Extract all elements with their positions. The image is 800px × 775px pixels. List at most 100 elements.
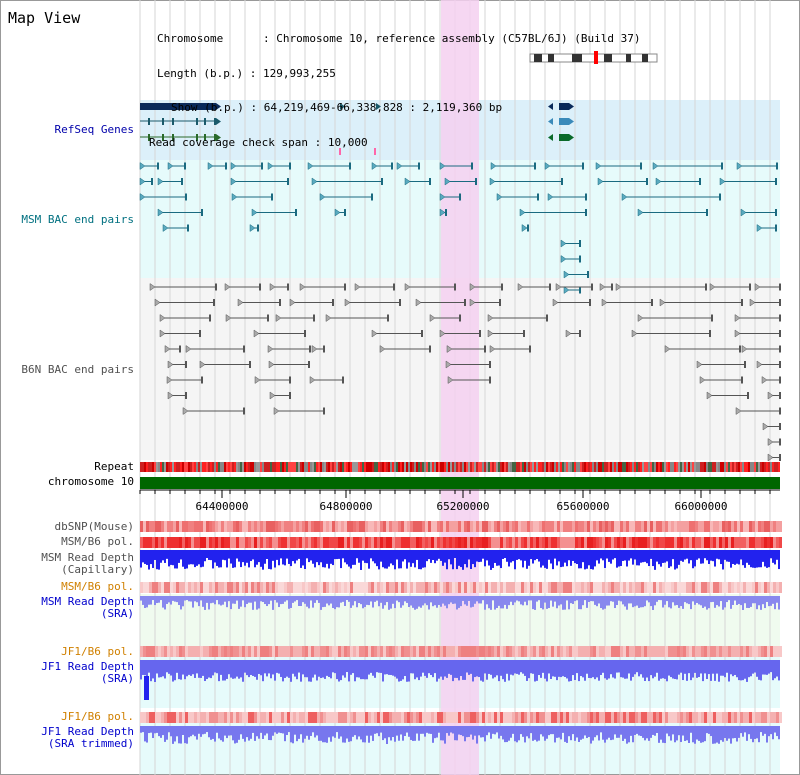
heat-cell [707, 521, 710, 532]
heat-cell [752, 712, 755, 723]
heat-cell [374, 521, 377, 532]
depth-bar [354, 726, 356, 736]
repeat-segment [178, 462, 180, 472]
heat-cell [386, 582, 389, 593]
heat-cell [569, 521, 572, 532]
depth-bar [370, 660, 372, 673]
msm-bac-end [439, 162, 446, 170]
heat-cell [764, 521, 767, 532]
depth-bar [660, 726, 662, 740]
heat-cell [272, 521, 275, 532]
heat-cell [218, 712, 221, 723]
depth-bar [538, 726, 540, 741]
heat-cell [632, 521, 635, 532]
b6n-bac-end [269, 283, 276, 291]
depth-bar [366, 550, 368, 564]
msm-bac-end [444, 177, 451, 186]
depth-bar [434, 660, 436, 674]
depth-bar [426, 550, 428, 562]
repeat-segment [440, 462, 442, 472]
heat-cell [506, 646, 509, 657]
heat-cell [314, 646, 317, 657]
heat-cell [683, 521, 686, 532]
heat-cell [533, 521, 536, 532]
depth-bar [702, 550, 704, 564]
heat-cell [440, 582, 443, 593]
b6n-bac-end [182, 407, 189, 415]
heat-cell [311, 537, 314, 548]
track-label-msm-bac[interactable]: MSM BAC end pairs [21, 213, 134, 226]
depth-bar [240, 660, 242, 678]
msm-bac-end [311, 177, 318, 186]
depth-bar [182, 660, 184, 675]
depth-bar [420, 596, 422, 608]
depth-bar [238, 726, 240, 740]
depth-bar [390, 660, 392, 675]
track-label-refseq-genes[interactable]: RefSeq Genes [54, 123, 134, 136]
depth-bar [488, 550, 490, 566]
depth-bar [526, 660, 528, 681]
msm-bac-end [534, 162, 536, 170]
depth-bar [256, 726, 258, 737]
depth-bar [632, 726, 634, 743]
depth-bar [146, 660, 148, 678]
heat-cell [188, 712, 191, 723]
depth-bar [702, 726, 704, 743]
depth-bar [578, 550, 580, 569]
repeat-segment [776, 462, 778, 472]
repeat-segment [214, 462, 216, 472]
depth-bar [226, 726, 228, 739]
heat-cell [440, 646, 443, 657]
b6n-bac-end [215, 283, 217, 291]
heat-cell [233, 537, 236, 548]
repeat-segment [322, 462, 324, 472]
depth-bar [560, 596, 562, 605]
repeat-segment [280, 462, 282, 472]
depth-bar [716, 550, 718, 559]
repeat-segment [746, 462, 748, 472]
heat-cell [644, 646, 647, 657]
depth-bar [394, 550, 396, 570]
heat-cell [488, 712, 491, 723]
depth-bar [772, 660, 774, 681]
heat-cell [206, 521, 209, 532]
depth-bar [300, 660, 302, 682]
depth-bar [194, 726, 196, 737]
heat-cell [548, 537, 551, 548]
depth-bar [444, 596, 446, 606]
repeat-segment [614, 462, 616, 472]
depth-bar [406, 660, 408, 682]
b6n-bac-end [779, 438, 781, 446]
depth-bar [144, 550, 146, 564]
repeat-segment [204, 462, 206, 472]
depth-bar [736, 596, 738, 605]
heat-cell [518, 646, 521, 657]
heat-cell [716, 582, 719, 593]
depth-bar [412, 726, 414, 741]
heat-cell [170, 712, 173, 723]
heat-cell [548, 712, 551, 723]
repeat-segment [156, 462, 158, 472]
repeat-segment [658, 462, 660, 472]
heat-cell [398, 646, 401, 657]
track-label-b6n-bac[interactable]: B6N BAC end pairs [21, 363, 134, 376]
repeat-segment [476, 462, 478, 472]
heat-cell [743, 537, 746, 548]
depth-bar [580, 726, 582, 740]
heat-cell [497, 582, 500, 593]
repeat-segment [640, 462, 642, 472]
heat-cell [230, 646, 233, 657]
depth-bar [546, 596, 548, 609]
heat-cell [323, 582, 326, 593]
depth-bar [172, 596, 174, 601]
heat-cell [356, 582, 359, 593]
depth-bar [262, 550, 264, 570]
repeat-segment [548, 462, 550, 472]
heat-cell [581, 646, 584, 657]
depth-bar [592, 726, 594, 741]
depth-bar [620, 660, 622, 678]
heat-cell [224, 712, 227, 723]
heat-cell [164, 646, 167, 657]
repeat-segment [752, 462, 754, 472]
heat-cell [503, 521, 506, 532]
